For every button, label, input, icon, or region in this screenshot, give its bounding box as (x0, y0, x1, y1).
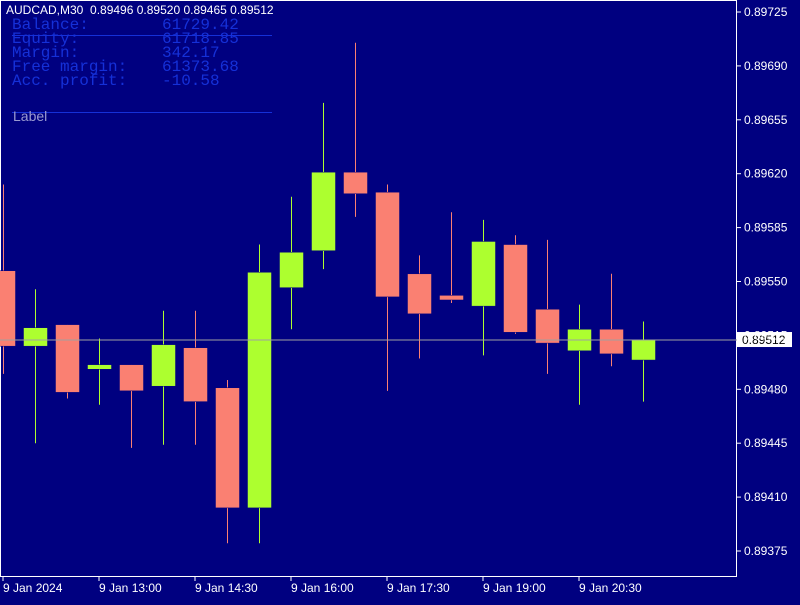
y-tick-label: 0.89515 (744, 328, 788, 342)
x-tick-label: 9 Jan 17:30 (387, 581, 450, 595)
candle (23, 289, 48, 444)
candle-body (599, 328, 624, 355)
candle (183, 310, 208, 445)
y-tick-label: 0.89480 (744, 382, 788, 396)
panel-top-rule (12, 35, 272, 36)
y-tick-label: 0.89690 (744, 59, 788, 73)
account-panel: Balance: 61729.42 Equity: 61718.85 Margin: 34… (12, 16, 272, 113)
candle-body (151, 344, 176, 387)
ohlc-values: 0.89496 0.89520 0.89465 0.89512 (90, 3, 274, 17)
account-key: Free margin: (12, 58, 128, 76)
account-row: Margin: 342.17 (12, 44, 272, 62)
account-row: Free margin: 61373.68 (12, 58, 272, 76)
candle-body (311, 171, 336, 251)
candle-body (0, 270, 16, 347)
time-axis: 9 Jan 2024 9 Jan 13:00 9 Jan 14:30 9 Jan 16… (2, 577, 642, 595)
x-tick-label: 9 Jan 2024 (3, 581, 63, 595)
candle (55, 324, 80, 399)
candle (151, 310, 176, 445)
candle-body (119, 364, 144, 392)
panel-bottom-rule (12, 112, 272, 113)
current-price-layer: 0.89512 (0, 332, 792, 348)
candle-body (407, 273, 432, 315)
y-tick-label: 0.89410 (744, 490, 788, 504)
candle (407, 255, 432, 359)
price-axis: 0.89725 0.89690 0.89655 0.89620 0.89585 0.895… (737, 5, 788, 558)
x-tick-label: 9 Jan 16:00 (291, 581, 354, 595)
candle (631, 321, 656, 402)
candle (471, 219, 496, 356)
y-tick-label: 0.89725 (744, 5, 788, 19)
candle (375, 184, 400, 391)
account-value: -10.58 (162, 72, 220, 90)
candle (567, 304, 592, 405)
x-tick-label: 9 Jan 20:30 (579, 581, 642, 595)
candle-body (247, 272, 272, 509)
y-tick-label: 0.89620 (744, 167, 788, 181)
y-tick-label: 0.89585 (744, 221, 788, 235)
candle-body (183, 347, 208, 402)
candle (311, 102, 336, 270)
candle (503, 235, 528, 334)
candle (215, 380, 240, 544)
candle-body (55, 324, 80, 393)
symbol-timeframe: AUDCAD,M30 (6, 3, 84, 17)
candle (119, 364, 144, 448)
candle-body (503, 244, 528, 333)
account-value: 61729.42 (162, 16, 239, 34)
current-price-label: 0.89512 (742, 333, 786, 347)
candle (279, 196, 304, 330)
current-price-tag (737, 332, 792, 348)
candle (343, 42, 368, 217)
account-row: Acc. profit: -10.58 (12, 72, 272, 90)
account-key: Balance: (12, 16, 89, 34)
y-tick-label: 0.89655 (744, 113, 788, 127)
candles-layer (0, 42, 656, 544)
y-tick-label: 0.89445 (744, 436, 788, 450)
candle-body (343, 171, 368, 194)
account-value: 61373.68 (162, 58, 239, 76)
candle-body (439, 295, 464, 301)
x-tick-label: 9 Jan 19:00 (483, 581, 546, 595)
candle (599, 273, 624, 367)
candle-body (631, 339, 656, 361)
candle (535, 239, 560, 374)
candle-body (23, 327, 48, 347)
candle (0, 184, 16, 374)
label-object: Label (13, 108, 48, 124)
candle-body (375, 191, 400, 298)
account-key: Margin: (12, 44, 80, 62)
candle-body (279, 251, 304, 288)
candle-body (87, 364, 112, 370)
x-tick-label: 9 Jan 13:00 (99, 581, 162, 595)
candle (247, 244, 272, 544)
candle-body (471, 241, 496, 307)
candle-body (215, 387, 240, 509)
y-tick-label: 0.89375 (744, 544, 788, 558)
candle (439, 212, 464, 304)
account-row: Balance: 61729.42 (12, 16, 272, 34)
y-tick-label: 0.89550 (744, 275, 788, 289)
candle-body (535, 308, 560, 344)
candle (87, 338, 112, 405)
x-tick-label: 9 Jan 14:30 (195, 581, 258, 595)
account-key: Acc. profit: (12, 72, 128, 90)
account-value: 342.17 (162, 44, 220, 62)
ohlc-header: AUDCAD,M30 0.89496 0.89520 0.89465 0.895… (6, 3, 274, 17)
